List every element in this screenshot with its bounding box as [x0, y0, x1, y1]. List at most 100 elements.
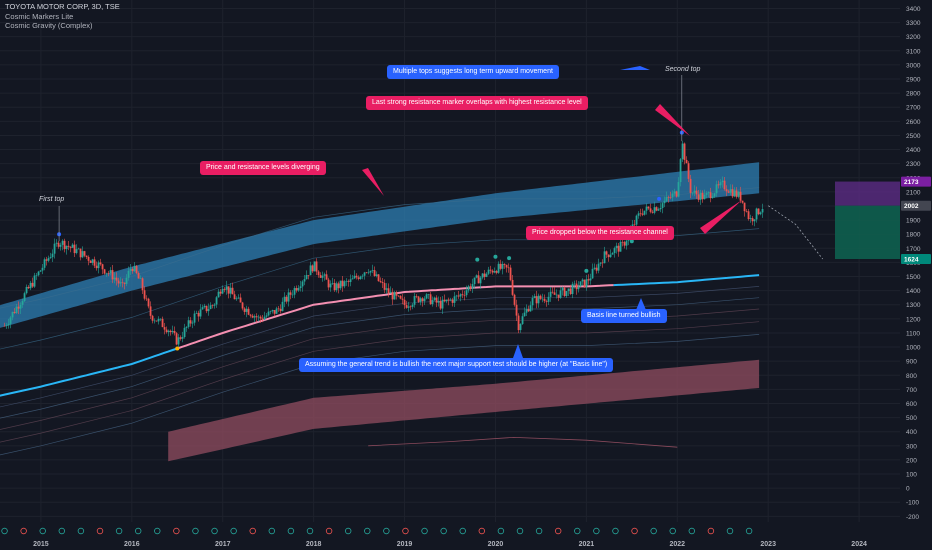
candle-body	[479, 277, 482, 284]
candle-body	[233, 294, 236, 300]
candle-body	[207, 309, 210, 312]
symbol-title[interactable]: TOYOTA MOTOR CORP, 3D, TSE	[5, 2, 120, 11]
candle-body	[413, 296, 416, 305]
candle-body	[213, 304, 216, 306]
time-tick-label: 2017	[215, 541, 231, 548]
candle-body	[227, 286, 230, 294]
candle-body	[317, 271, 320, 276]
chart-grid	[0, 0, 900, 522]
candle-body	[305, 275, 308, 280]
candle-body	[385, 288, 388, 290]
price-axis-bg	[900, 0, 932, 550]
candle-body	[313, 261, 316, 272]
candle-body	[593, 267, 596, 269]
candle-body	[69, 246, 72, 248]
price-tick-label: 1400	[906, 288, 921, 295]
candle-body	[307, 275, 310, 276]
candle-body	[89, 260, 92, 263]
candle-body	[683, 143, 686, 160]
candle-body	[279, 308, 282, 312]
candle-body	[677, 182, 680, 197]
signal-marker	[475, 257, 480, 262]
price-tick-label: 700	[906, 387, 917, 394]
price-tick-label: 2100	[906, 189, 921, 196]
candle-body	[687, 163, 690, 179]
candle-body	[741, 200, 744, 203]
indicator-cosmic-gravity[interactable]: Cosmic Gravity (Complex)	[5, 21, 93, 30]
candle-body	[489, 269, 492, 271]
candle-body	[471, 284, 474, 289]
candle-body	[579, 281, 582, 287]
candle-body	[573, 283, 576, 285]
candle-body	[719, 182, 722, 186]
signal-marker	[507, 256, 512, 261]
event-badge	[268, 527, 276, 535]
candle-body	[621, 241, 624, 243]
candle-body	[229, 287, 232, 294]
price-badges: 2173 2002 1624	[835, 176, 931, 265]
candle-body	[739, 191, 742, 201]
price-tick-label: 3000	[906, 62, 921, 69]
candle-body	[391, 291, 394, 300]
candle-body	[703, 194, 706, 200]
price-tick-label: 2900	[906, 77, 921, 84]
time-tick-label: 2020	[488, 541, 504, 548]
indicator-cosmic-markers[interactable]: Cosmic Markers Lite	[5, 11, 74, 21]
price-tick-label: 300	[906, 443, 917, 450]
candle-body	[43, 259, 46, 268]
event-badge	[96, 527, 104, 535]
candle-body	[139, 278, 142, 279]
candle-body	[143, 290, 146, 299]
candle-body	[707, 192, 710, 194]
candle-body	[695, 190, 698, 195]
candle-body	[639, 213, 642, 215]
candle-body	[433, 297, 436, 301]
candle-body	[409, 306, 412, 308]
price-tick-label: 600	[906, 401, 917, 408]
candle-body	[495, 271, 498, 273]
event-badge	[287, 527, 295, 535]
price-tick-label: 1300	[906, 302, 921, 309]
candle-body	[483, 273, 486, 277]
time-tick-label: 2024	[851, 541, 867, 548]
candle-body	[191, 322, 194, 324]
candle-body	[625, 240, 628, 246]
price-tick-label: 3300	[906, 20, 921, 27]
candle-body	[415, 296, 418, 297]
candle-body	[645, 206, 648, 211]
candle-body	[259, 316, 262, 319]
candle-body	[169, 330, 172, 333]
time-axis[interactable]: 2015 2016 2017 2018 2019 2020 2021 2022 2023 2024	[0, 522, 932, 550]
event-badge	[249, 527, 256, 535]
candle-body	[761, 209, 764, 213]
candle-body	[235, 298, 238, 300]
candle-body	[407, 306, 410, 308]
candle-body	[113, 277, 116, 280]
time-tick-label: 2015	[33, 541, 49, 548]
candle-body	[445, 299, 448, 302]
candle-body	[345, 281, 348, 282]
price-tick-label: 1000	[906, 345, 921, 352]
basis-bullish-pointer	[636, 298, 646, 310]
candle-body	[681, 143, 684, 160]
event-badge	[39, 527, 46, 535]
price-axis[interactable]: -200 -100 0 100 200 300 400 500 600 700 800 900 1000…	[900, 0, 932, 550]
price-tick-label: 3400	[906, 6, 921, 13]
candle-body	[381, 282, 384, 284]
support-test-pointer	[513, 344, 523, 358]
candle-body	[323, 274, 326, 276]
candle-body	[467, 286, 470, 291]
candle-body	[101, 264, 104, 270]
candle-body	[3, 325, 6, 327]
candle-body	[711, 196, 714, 199]
lower-arc-line	[368, 436, 678, 448]
price-tick-label: 200	[906, 457, 917, 464]
event-badge	[650, 527, 657, 535]
candle-body	[507, 267, 510, 269]
upper-target-zone	[835, 181, 900, 206]
multiple-tops-pointer	[620, 66, 650, 70]
candle-body	[109, 270, 112, 274]
candle-body	[209, 305, 212, 310]
candle-body	[545, 301, 548, 302]
